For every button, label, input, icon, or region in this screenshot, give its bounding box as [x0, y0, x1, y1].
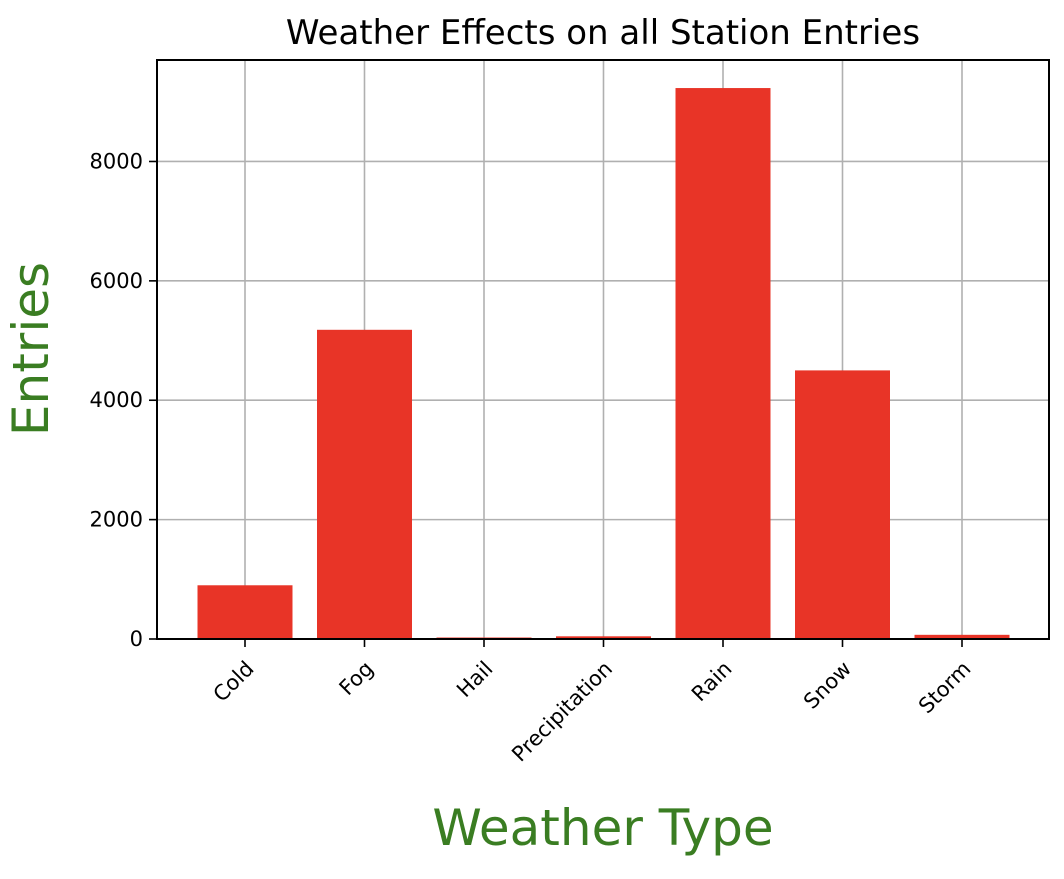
y-tick-label: 6000	[90, 269, 143, 293]
y-tick-label: 4000	[90, 388, 143, 412]
chart-title: Weather Effects on all Station Entries	[286, 13, 920, 53]
y-tick-label: 2000	[90, 508, 143, 532]
bar-fog	[317, 329, 412, 639]
x-tick-label: Rain	[687, 657, 737, 707]
y-tick-label: 8000	[90, 149, 143, 173]
y-axis-label: Entries	[2, 262, 60, 436]
x-tick-label: Fog	[335, 657, 378, 700]
x-tick-label: Snow	[799, 657, 856, 714]
x-tick-label: Precipitation	[507, 657, 617, 767]
bar-precipitation	[556, 636, 651, 639]
x-tick-label: Cold	[209, 657, 259, 707]
x-tick-label: Storm	[914, 657, 976, 719]
x-tick-label: Hail	[452, 657, 497, 702]
bar-cold	[197, 585, 293, 639]
bar-storm	[914, 634, 1010, 639]
x-axis-label: Weather Type	[432, 799, 773, 857]
bars-layer	[197, 88, 1010, 640]
y-tick-label: 0	[130, 627, 143, 651]
grid-layer	[157, 60, 1049, 640]
bar-snow	[795, 370, 890, 639]
bar-rain	[675, 88, 771, 640]
